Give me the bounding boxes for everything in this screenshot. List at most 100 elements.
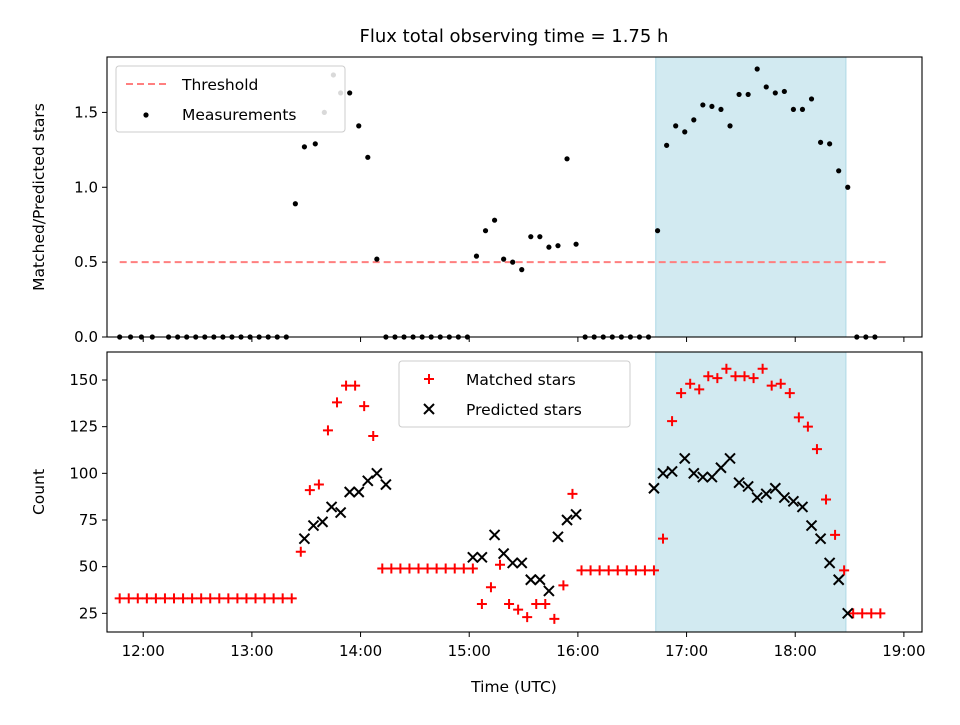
- x-tick-label: 16:00: [556, 642, 599, 660]
- predicted-star-marker: [823, 557, 836, 569]
- matched-star-marker: [341, 380, 352, 391]
- matched-star-marker: [476, 599, 487, 609]
- predicted-star-marker: [467, 551, 479, 564]
- legend-matched-swatch: [424, 374, 434, 384]
- measurement-point: [700, 102, 706, 108]
- matched-star-marker: [739, 371, 750, 382]
- matched-star-marker: [648, 565, 659, 576]
- matched-star-marker: [793, 412, 804, 423]
- x-tick-label: 19:00: [882, 642, 925, 660]
- panel-2-frame: [106, 351, 923, 633]
- matched-star-marker: [178, 593, 189, 604]
- predicted-star-marker: [760, 488, 772, 500]
- matched-star-marker: [150, 593, 161, 604]
- measurement-point: [528, 234, 534, 240]
- matched-star-marker: [359, 401, 370, 412]
- measurement-point: [491, 217, 498, 223]
- matched-star-marker: [232, 593, 243, 604]
- measurement-point: [745, 91, 751, 98]
- matched-star-marker: [775, 378, 786, 389]
- measurement-point: [292, 201, 298, 207]
- predicted-star-marker: [362, 475, 374, 487]
- y-tick-label: 125: [69, 418, 98, 436]
- y-tick-label: 150: [69, 371, 98, 389]
- matched-star-marker: [485, 582, 496, 593]
- predicted-star-marker: [497, 547, 510, 560]
- matched-star-marker: [730, 371, 741, 382]
- predicted-star-marker: [751, 491, 763, 504]
- predicted-star-marker: [679, 452, 691, 465]
- x-tick-label: 14:00: [339, 642, 382, 660]
- matched-star-marker: [250, 593, 261, 604]
- matched-star-marker: [667, 416, 678, 427]
- predicted-star-marker: [666, 465, 678, 478]
- predicted-star-marker: [552, 531, 564, 543]
- matched-star-marker: [784, 388, 795, 399]
- predicted-star-marker: [688, 467, 700, 480]
- legend: Matched stars Predicted stars: [398, 360, 631, 428]
- matched-star-marker: [830, 529, 841, 540]
- measurement-point: [691, 117, 697, 123]
- legend-label-measurements: Measurements: [182, 106, 297, 124]
- predicted-star-marker: [316, 516, 329, 528]
- predicted-star-marker: [778, 491, 791, 504]
- x-tick-label: 15:00: [448, 642, 491, 660]
- measurement-point: [727, 123, 733, 129]
- measurement-point: [501, 256, 507, 262]
- matched-star-marker: [268, 593, 279, 604]
- measurement-point: [573, 241, 579, 247]
- matched-star-marker: [685, 378, 696, 389]
- matched-star-marker: [576, 565, 587, 576]
- measurement-point: [537, 234, 543, 240]
- y-axis-label: Count: [30, 469, 48, 515]
- measurement-point: [356, 123, 362, 129]
- observing-window-shade: [655, 56, 847, 338]
- x-tick-label: 18:00: [774, 642, 817, 660]
- matched-star-marker: [504, 599, 515, 609]
- measurement-point: [836, 168, 842, 174]
- measurement-point: [347, 90, 353, 96]
- matched-star-marker: [159, 593, 170, 604]
- measurement-point: [301, 144, 308, 150]
- matched-star-marker: [413, 563, 424, 574]
- matched-star-marker: [141, 593, 152, 604]
- matched-star-marker: [304, 485, 315, 496]
- matched-star-marker: [821, 494, 832, 505]
- x-tick-label: 12:00: [122, 642, 165, 660]
- y-tick-label: 75: [79, 511, 98, 529]
- measurement-point: [790, 106, 797, 113]
- panel-1-marks: [117, 66, 886, 340]
- predicted-star-marker: [742, 480, 754, 493]
- measurement-point: [374, 256, 380, 262]
- matched-star-marker: [467, 563, 478, 574]
- matched-star-marker: [757, 363, 768, 374]
- predicted-star-marker: [769, 482, 782, 494]
- predicted-star-marker: [525, 574, 537, 586]
- matched-star-marker: [639, 565, 650, 576]
- measurement-point: [736, 91, 742, 98]
- x-tick-label: 13:00: [230, 642, 273, 660]
- matched-star-marker: [313, 479, 324, 490]
- predicted-star-marker: [516, 557, 528, 569]
- predicted-star-marker: [814, 532, 827, 545]
- measurement-point: [682, 129, 688, 135]
- predicted-star-marker: [353, 486, 365, 498]
- matched-star-marker: [123, 593, 134, 604]
- predicted-star-marker: [476, 551, 488, 564]
- matched-star-marker: [422, 563, 433, 574]
- matched-star-marker: [205, 593, 216, 604]
- predicted-star-marker: [706, 471, 718, 483]
- matched-star-marker: [132, 593, 143, 604]
- predicted-star-marker: [307, 519, 320, 532]
- measurement-point: [365, 154, 371, 160]
- matched-star-marker: [567, 488, 578, 499]
- measurement-point: [827, 141, 833, 147]
- matched-star-marker: [594, 565, 605, 576]
- matched-star-marker: [603, 565, 614, 576]
- predicted-star-marker: [648, 482, 660, 494]
- matched-star-marker: [169, 593, 180, 604]
- predicted-star-marker: [561, 514, 573, 526]
- matched-star-marker: [676, 388, 687, 399]
- matched-star-marker: [386, 563, 397, 574]
